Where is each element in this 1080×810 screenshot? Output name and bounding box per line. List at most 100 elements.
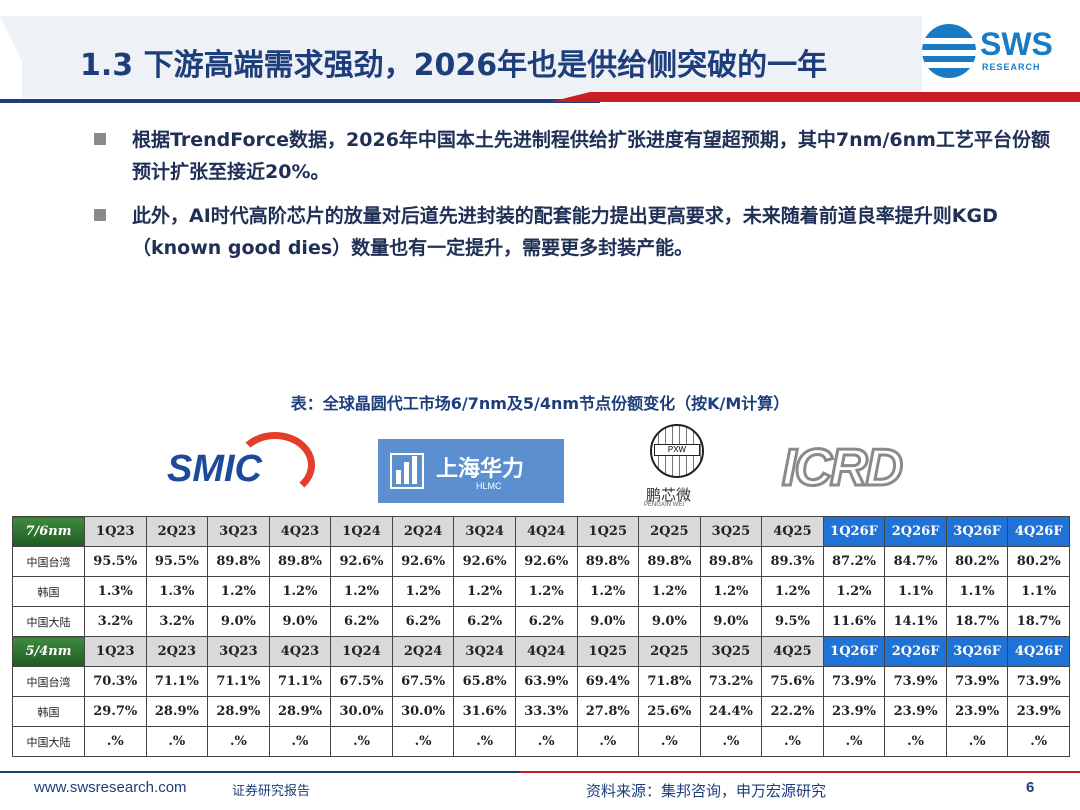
bullet-item: 此外，AI时代高阶芯片的放量对后道先进封装的配套能力提出更高要求，未来随着前道良… bbox=[92, 200, 1052, 264]
share-cell: 92.6% bbox=[391, 546, 455, 577]
column-header: 2Q25 bbox=[638, 636, 701, 667]
column-header: 2Q23 bbox=[145, 636, 209, 667]
share-cell: 11.6% bbox=[822, 606, 886, 637]
share-cell: 71.8% bbox=[638, 666, 701, 697]
region-label: 中国台湾 bbox=[12, 666, 85, 697]
column-header: 3Q24 bbox=[453, 516, 516, 547]
share-cell: 73.9% bbox=[945, 666, 1009, 697]
sws-logo: SWS RESEARCH bbox=[922, 24, 1062, 84]
share-cell: 9.0% bbox=[576, 606, 640, 637]
share-cell: 67.5% bbox=[330, 666, 393, 697]
share-cell: 9.0% bbox=[268, 606, 332, 637]
column-header: 1Q24 bbox=[330, 636, 393, 667]
share-cell: 1.2% bbox=[638, 576, 701, 607]
share-cell: 71.1% bbox=[145, 666, 209, 697]
column-header: 4Q23 bbox=[268, 516, 332, 547]
share-cell: 87.2% bbox=[822, 546, 886, 577]
column-header: 3Q25 bbox=[699, 636, 763, 667]
share-cell: 28.9% bbox=[268, 696, 332, 727]
column-header: 4Q26F bbox=[1007, 516, 1070, 547]
share-cell: 24.4% bbox=[699, 696, 763, 727]
share-cell: .% bbox=[945, 726, 1009, 757]
share-cell: 89.8% bbox=[638, 546, 701, 577]
column-header: 1Q26F bbox=[822, 636, 886, 667]
share-cell: 6.2% bbox=[391, 606, 455, 637]
share-cell: 18.7% bbox=[945, 606, 1009, 637]
share-cell: 6.2% bbox=[453, 606, 516, 637]
column-header: 1Q25 bbox=[576, 636, 640, 667]
table-row: 中国大陆 3.2% 3.2% 9.0% 9.0% 6.2% 6.2% 6.2% 6.2% 9.0%… bbox=[12, 606, 1070, 637]
share-cell: 75.6% bbox=[761, 666, 824, 697]
smic-arc-icon bbox=[235, 432, 315, 498]
share-cell: 67.5% bbox=[391, 666, 455, 697]
table-row: 中国大陆.%.%.%.%.%.%.%.%.%.%.%.%.%.%.%.% bbox=[12, 726, 1070, 757]
column-header: 2Q24 bbox=[391, 516, 455, 547]
share-cell: 23.9% bbox=[822, 696, 886, 727]
share-cell: 1.2% bbox=[268, 576, 332, 607]
table-caption: 表：全球晶圆代工市场6/7nm及5/4nm节点份额变化（按K/M计算） bbox=[290, 394, 790, 413]
share-cell: 9.5% bbox=[761, 606, 824, 637]
column-header: 3Q26F bbox=[945, 516, 1009, 547]
column-header: 1Q26F bbox=[822, 516, 886, 547]
share-cell: 84.7% bbox=[884, 546, 947, 577]
region-label: 韩国 bbox=[12, 576, 85, 607]
slide-header: 1.3 下游高端需求强劲，2026年也是供给侧突破的一年 SWS RESEARC… bbox=[0, 0, 1080, 110]
share-cell: 70.3% bbox=[84, 666, 147, 697]
share-cell: 1.2% bbox=[699, 576, 763, 607]
footer-divider-red bbox=[520, 771, 1080, 773]
share-cell: 95.5% bbox=[84, 546, 147, 577]
share-cell: 1.1% bbox=[884, 576, 947, 607]
share-cell: 23.9% bbox=[945, 696, 1009, 727]
node-group-label: 7/6nm bbox=[12, 516, 85, 547]
square-bullet-icon bbox=[94, 209, 106, 221]
region-label: 中国大陆 bbox=[12, 606, 85, 637]
share-cell: 33.3% bbox=[514, 696, 578, 727]
share-cell: 1.3% bbox=[84, 576, 147, 607]
share-cell: 92.6% bbox=[330, 546, 393, 577]
share-cell: .% bbox=[576, 726, 640, 757]
share-cell: 9.0% bbox=[207, 606, 270, 637]
pxw-logo: PXW 鹏芯微 PENGXIN WEI bbox=[640, 424, 716, 508]
share-cell: 73.2% bbox=[699, 666, 763, 697]
hlmc-logo-name: 上海华力 bbox=[436, 457, 525, 482]
column-header: 3Q23 bbox=[207, 636, 270, 667]
sws-logo-text: SWS bbox=[980, 26, 1053, 62]
share-cell: 30.0% bbox=[391, 696, 455, 727]
share-cell: 27.8% bbox=[576, 696, 640, 727]
bullet-item: 根据TrendForce数据，2026年中国本土先进制程供给扩张进度有望超预期，… bbox=[92, 124, 1052, 188]
table-row: 中国台湾 70.3% 71.1% 71.1% 71.1% 67.5% 67.5% 65.8% 6… bbox=[12, 666, 1070, 697]
share-cell: 63.9% bbox=[514, 666, 578, 697]
column-header: 2Q23 bbox=[145, 516, 209, 547]
footer-url: www.swsresearch.com bbox=[34, 779, 187, 796]
column-header: 2Q25 bbox=[638, 516, 701, 547]
pxw-logo-label: PXW bbox=[654, 444, 700, 456]
pxw-logo-name: 鹏芯微 bbox=[646, 486, 692, 504]
column-header: 1Q23 bbox=[84, 636, 147, 667]
square-bullet-icon bbox=[94, 133, 106, 145]
share-cell: .% bbox=[884, 726, 947, 757]
header-divider-red bbox=[550, 92, 1080, 102]
share-cell: 1.1% bbox=[1007, 576, 1070, 607]
share-cell: 73.9% bbox=[1007, 666, 1070, 697]
column-header: 2Q26F bbox=[884, 636, 947, 667]
share-cell: .% bbox=[514, 726, 578, 757]
share-cell: 89.3% bbox=[761, 546, 824, 577]
share-cell: 9.0% bbox=[699, 606, 763, 637]
share-cell: 73.9% bbox=[884, 666, 947, 697]
share-cell: 95.5% bbox=[145, 546, 209, 577]
share-cell: 89.8% bbox=[699, 546, 763, 577]
share-cell: 71.1% bbox=[207, 666, 270, 697]
hlmc-logo-sub: HLMC bbox=[476, 481, 502, 491]
region-label: 中国台湾 bbox=[12, 546, 85, 577]
share-cell: 1.2% bbox=[391, 576, 455, 607]
node-group-label: 5/4nm bbox=[12, 636, 85, 667]
table-row: 韩国 1.3% 1.3% 1.2% 1.2% 1.2% 1.2% 1.2% 1.2% 1.2% 1.… bbox=[12, 576, 1070, 607]
share-cell: 1.2% bbox=[822, 576, 886, 607]
pxw-logo-sub: PENGXIN WEI bbox=[644, 502, 685, 508]
column-header: 4Q26F bbox=[1007, 636, 1070, 667]
share-cell: 89.8% bbox=[207, 546, 270, 577]
share-cell: 1.1% bbox=[945, 576, 1009, 607]
column-header: 2Q24 bbox=[391, 636, 455, 667]
column-header: 3Q23 bbox=[207, 516, 270, 547]
region-label: 中国大陆 bbox=[12, 726, 85, 757]
